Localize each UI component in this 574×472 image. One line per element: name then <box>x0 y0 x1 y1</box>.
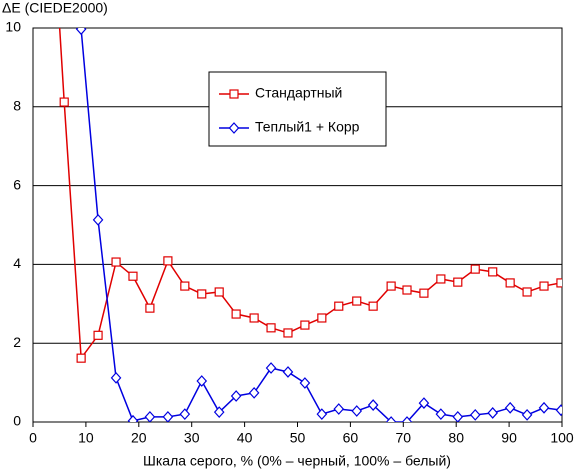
x-tick-label: 90 <box>501 430 517 446</box>
y-tick-label: 10 <box>5 19 21 35</box>
marker <box>231 309 241 319</box>
marker <box>283 328 293 338</box>
marker <box>197 289 207 299</box>
plot-border <box>32 27 563 423</box>
marker <box>299 377 311 389</box>
marker <box>316 408 328 421</box>
legend-label: Теплый1 + Корр <box>255 119 360 135</box>
marker <box>470 264 480 274</box>
marker <box>230 390 242 402</box>
x-tick-label: 10 <box>78 430 94 446</box>
marker <box>317 313 327 323</box>
marker <box>452 410 464 422</box>
marker <box>505 278 515 288</box>
marker <box>162 410 174 422</box>
marker <box>110 371 122 384</box>
legend-label: Стандартный <box>255 85 342 101</box>
x-tick-label: 60 <box>343 430 359 446</box>
marker <box>300 320 310 330</box>
marker <box>265 362 277 374</box>
marker <box>214 287 224 297</box>
marker <box>352 296 362 306</box>
marker <box>282 366 294 378</box>
marker <box>128 271 138 281</box>
marker <box>93 330 103 340</box>
marker <box>386 281 396 291</box>
chart-title: ΔE (CIEDE2000) <box>2 0 108 16</box>
marker <box>504 401 516 414</box>
x-tick-label: 30 <box>184 430 200 446</box>
marker <box>556 278 562 288</box>
marker <box>488 267 498 277</box>
x-tick-label: 50 <box>290 430 306 446</box>
y-tick-label: 0 <box>13 413 21 429</box>
marker <box>229 89 239 99</box>
marker <box>418 397 430 409</box>
marker <box>213 406 225 419</box>
x-tick-label: 80 <box>448 430 464 446</box>
marker <box>436 274 446 284</box>
marker <box>435 408 447 421</box>
x-tick-label: 100 <box>550 430 574 446</box>
marker <box>487 407 499 419</box>
marker <box>538 401 550 414</box>
x-tick-label: 0 <box>29 430 37 446</box>
marker <box>144 410 156 422</box>
marker <box>163 256 173 266</box>
marker <box>469 409 481 421</box>
marker <box>555 404 562 417</box>
marker <box>145 303 155 313</box>
plot-area <box>58 28 562 422</box>
marker <box>385 416 397 422</box>
marker <box>248 386 260 399</box>
x-tick-label: 40 <box>237 430 253 446</box>
marker <box>249 313 259 323</box>
marker <box>59 97 69 107</box>
marker <box>419 288 429 298</box>
y-tick-label: 6 <box>13 176 21 192</box>
marker <box>76 353 86 363</box>
x-tick-label: 20 <box>131 430 147 446</box>
series-line <box>58 28 562 361</box>
marker <box>92 213 104 226</box>
marker <box>453 277 463 287</box>
marker <box>521 409 533 421</box>
marker <box>368 301 378 311</box>
marker <box>351 405 363 417</box>
x-axis-label: Шкала серого, % (0% – черный, 100% – бел… <box>143 453 451 469</box>
y-tick-label: 8 <box>13 98 21 114</box>
marker <box>367 399 379 411</box>
marker <box>402 285 412 295</box>
y-tick-label: 4 <box>13 255 21 271</box>
marker <box>228 122 240 134</box>
marker <box>401 416 413 422</box>
marker <box>539 281 549 291</box>
marker <box>127 414 139 422</box>
marker <box>522 287 532 297</box>
x-tick-label: 70 <box>396 430 412 446</box>
marker <box>266 323 276 333</box>
marker <box>75 28 87 36</box>
marker <box>334 301 344 311</box>
marker <box>180 281 190 291</box>
legend-box <box>208 71 387 147</box>
marker <box>196 375 208 387</box>
marker <box>333 403 345 415</box>
marker <box>111 257 121 267</box>
y-tick-label: 2 <box>13 334 21 350</box>
marker <box>179 408 191 421</box>
